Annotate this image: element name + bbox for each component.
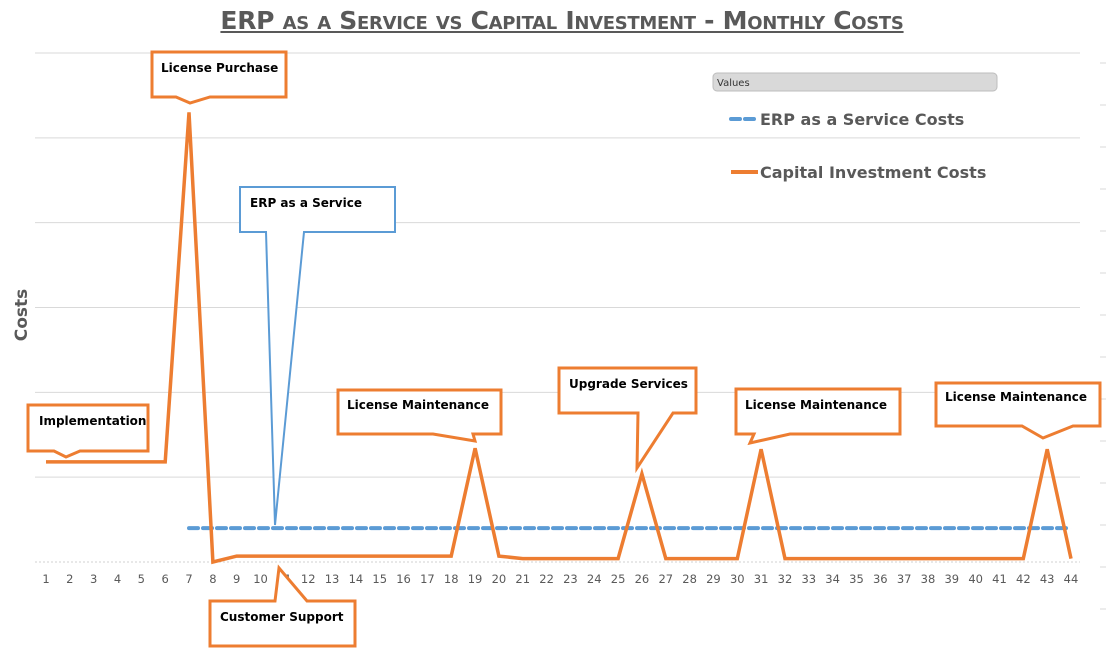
x-tick-label: 10 [253, 572, 268, 586]
legend-values-button[interactable] [712, 72, 998, 92]
x-tick-label: 37 [897, 572, 912, 586]
x-tick-label: 42 [1016, 572, 1031, 586]
y-axis-label: Costs [12, 289, 32, 342]
x-tick-label: 40 [968, 572, 983, 586]
x-tick-label: 29 [706, 572, 721, 586]
callout-text: ERP as a Service [250, 196, 362, 210]
callout-license-maintenance-43: License Maintenance [934, 381, 1102, 440]
callout-text: License Purchase [161, 61, 278, 75]
x-tick-label: 39 [944, 572, 959, 586]
callout-box [336, 388, 503, 443]
legend-title: Values [717, 78, 750, 89]
x-tick-label: 25 [611, 572, 626, 586]
x-tick-label: 1 [42, 572, 49, 586]
x-tick-label: 14 [349, 572, 364, 586]
legend-label-erp: ERP as a Service Costs [760, 110, 964, 129]
x-tick-label: 34 [825, 572, 840, 586]
x-tick-label: 18 [444, 572, 459, 586]
x-tick-label: 13 [325, 572, 340, 586]
x-tick-label: 24 [587, 572, 602, 586]
callout-erp-service: ERP as a Service [239, 186, 396, 526]
callout-customer-support: Customer Support [208, 564, 357, 648]
x-tick-label: 4 [114, 572, 121, 586]
x-tick-label: 23 [563, 572, 578, 586]
series-line-capital-investment [46, 112, 1073, 565]
callout-box [239, 186, 396, 526]
x-tick-label: 33 [801, 572, 816, 586]
x-tick-label: 44 [1064, 572, 1079, 586]
x-tick-label: 31 [754, 572, 769, 586]
x-tick-label: 36 [873, 572, 888, 586]
x-tick-label: 3 [90, 572, 97, 586]
callout-upgrade-services: Upgrade Services [557, 366, 698, 474]
callout-text: Implementation [39, 414, 146, 428]
x-tick-label: 35 [849, 572, 864, 586]
callout-license-maintenance-31: License Maintenance [734, 387, 902, 446]
callout-box [934, 381, 1102, 440]
x-tick-label: 5 [138, 572, 145, 586]
x-tick-label: 41 [992, 572, 1007, 586]
x-tick-label: 32 [778, 572, 793, 586]
legend: Values ERP as a Service Costs Capital In… [712, 72, 998, 182]
legend-label-capital: Capital Investment Costs [760, 163, 986, 182]
gridlines [35, 52, 1106, 610]
x-tick-label: 9 [233, 572, 240, 586]
callout-text: Customer Support [220, 610, 344, 624]
x-tick-label: 19 [468, 572, 483, 586]
callout-box [208, 564, 357, 648]
x-axis-ticks: 1234567891011121314151617181920212223242… [42, 572, 1078, 586]
x-tick-label: 2 [66, 572, 73, 586]
series-lines [45, 112, 1073, 565]
x-tick-label: 30 [730, 572, 745, 586]
callout-text: License Maintenance [945, 390, 1087, 404]
x-tick-label: 7 [185, 572, 192, 586]
x-tick-label: 27 [658, 572, 673, 586]
callout-text: License Maintenance [745, 398, 887, 412]
chart-title: ERP as a Service vs Capital Investment -… [220, 6, 904, 35]
callout-license-maintenance-19: License Maintenance [336, 388, 503, 443]
callout-box [26, 403, 150, 459]
callout-text: License Maintenance [347, 398, 489, 412]
callout-box [734, 387, 902, 446]
callout-text: Upgrade Services [569, 377, 688, 391]
x-tick-label: 38 [921, 572, 936, 586]
x-tick-label: 12 [301, 572, 316, 586]
x-tick-label: 16 [396, 572, 411, 586]
x-tick-label: 22 [539, 572, 554, 586]
x-tick-label: 6 [162, 572, 169, 586]
x-tick-label: 15 [372, 572, 387, 586]
callout-box [557, 366, 698, 474]
x-tick-label: 26 [635, 572, 650, 586]
x-tick-label: 8 [209, 572, 216, 586]
x-tick-label: 21 [515, 572, 530, 586]
x-tick-label: 43 [1040, 572, 1055, 586]
callout-implementation: Implementation [26, 403, 150, 459]
callout-box [150, 50, 288, 105]
x-tick-label: 20 [492, 572, 507, 586]
x-tick-label: 17 [420, 572, 435, 586]
callout-license-purchase: License Purchase [150, 50, 288, 105]
x-tick-label: 28 [682, 572, 697, 586]
